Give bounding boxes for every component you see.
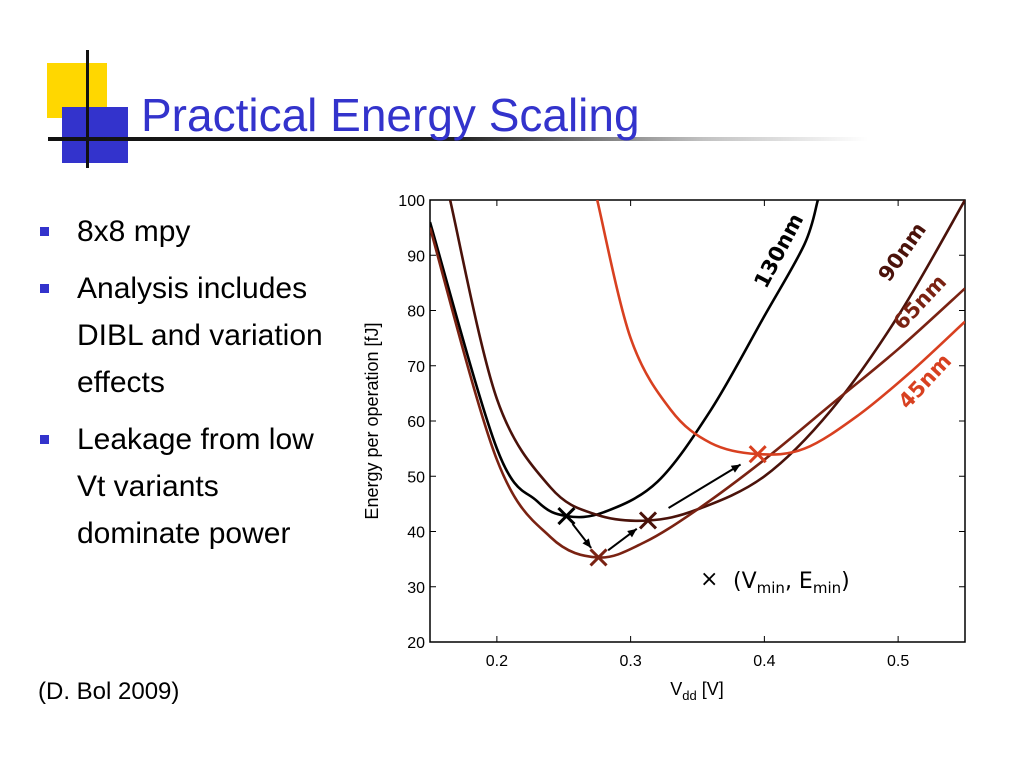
bullet-item: Leakage from low Vt variants dominate po…: [40, 416, 350, 557]
legend-text: (Vmin, Emin): [733, 569, 850, 597]
x-tick-label: 0.5: [887, 653, 909, 670]
x-tick-label: 0.3: [620, 653, 642, 670]
y-tick-label: 30: [407, 580, 425, 597]
x-axis-label: Vdd [V]: [670, 679, 724, 703]
trend-arrow: [607, 528, 638, 552]
vmin-marker-130nm: [557, 506, 576, 526]
series-line-130nm: [430, 200, 820, 519]
citation: (D. Bol 2009): [38, 678, 180, 705]
y-tick-label: 70: [407, 359, 425, 376]
x-tick-label: 0.4: [753, 653, 775, 670]
y-tick-label: 40: [407, 525, 425, 542]
legend-marker-icon: ×: [700, 567, 718, 592]
decor-blue-square: [62, 107, 128, 163]
bullet-text: Analysis includes DIBL and variation eff…: [77, 272, 323, 399]
y-tick-label: 50: [407, 469, 425, 486]
y-tick-label: 60: [407, 414, 425, 431]
y-axis-label: Energy per operation [fJ]: [362, 322, 382, 519]
legend: × (Vmin, Emin): [700, 567, 850, 597]
x-tick-label: 0.2: [486, 653, 508, 670]
y-tick-label: 20: [407, 635, 425, 652]
decor-vertical-line: [86, 50, 89, 168]
bullet-square-icon: [40, 227, 49, 236]
bullet-item: 8x8 mpy: [40, 208, 350, 255]
y-tick-label: 90: [407, 248, 425, 265]
y-tick-label: 80: [407, 304, 425, 321]
vmin-marker-90nm: [638, 511, 658, 530]
trend-arrow: [571, 523, 592, 549]
trend-arrow: [668, 463, 742, 509]
slide-title: Practical Energy Scaling: [141, 89, 640, 141]
bullet-text: 8x8 mpy: [77, 215, 191, 248]
bullet-square-icon: [40, 435, 49, 444]
bullet-square-icon: [40, 284, 49, 293]
series-label-130nm: 130nm: [749, 209, 808, 291]
bullet-text: Leakage from low Vt variants dominate po…: [77, 423, 314, 550]
vmin-marker-45nm: [748, 445, 767, 464]
bullet-item: Analysis includes DIBL and variation eff…: [40, 265, 350, 406]
series-line-65nm: [430, 227, 965, 559]
vmin-marker-65nm: [589, 548, 608, 567]
y-tick-label: 100: [398, 193, 425, 210]
title-underline: [48, 137, 868, 141]
series-line-45nm: [595, 200, 965, 456]
bullet-list: 8x8 mpy Analysis includes DIBL and varia…: [40, 208, 350, 567]
series-line-90nm: [448, 200, 965, 523]
